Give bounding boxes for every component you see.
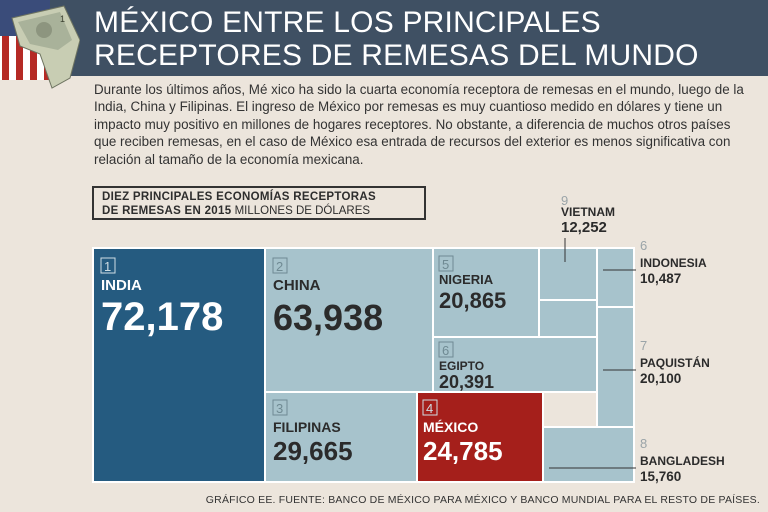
cell-egipto-rank-box	[438, 341, 454, 358]
cell-indonesia-value: 10,487	[640, 271, 681, 286]
cell-nigeria	[432, 247, 540, 338]
cell-china-value: 63,938	[273, 297, 383, 338]
cell-china-rank-box	[272, 257, 288, 274]
cell-filipinas-rank-box	[272, 399, 288, 416]
cell-bangladesh	[542, 426, 635, 483]
cell-vietnam-rank: 9	[561, 193, 568, 208]
cell-indonesia-label: INDONESIA	[640, 256, 707, 270]
cell-egipto-rank: 6	[442, 343, 449, 358]
flag-dollar-icon: 1	[0, 0, 80, 90]
cell-paquistan-label: PAQUISTÁN	[640, 355, 710, 370]
cell-filler	[538, 299, 598, 338]
title-line-1: MÉXICO ENTRE LOS PRINCIPALES	[94, 6, 601, 39]
cell-egipto-value: 20,391	[439, 372, 494, 392]
cell-bangladesh-rank: 8	[640, 436, 647, 451]
cell-nigeria-value: 20,865	[439, 288, 506, 313]
cell-paquistan-rank: 7	[640, 338, 647, 353]
source-note: GRÁFICO EE. FUENTE: BANCO DE MÉXICO PARA…	[205, 494, 760, 506]
cell-vietnam	[538, 247, 598, 301]
chart-subtitle: MILLONES DE DÓLARES	[234, 204, 371, 217]
cell-indonesia-rank: 6	[640, 238, 647, 253]
chart-title-line-1: DIEZ PRINCIPALES ECONOMÍAS RECEPTORAS	[102, 191, 376, 203]
cell-vietnam-label: VIETNAM	[561, 205, 615, 219]
cell-india-rank-box	[100, 257, 116, 274]
header-banner	[0, 0, 768, 76]
cell-china-label: CHINA	[273, 277, 321, 294]
cell-filipinas-label: FILIPINAS	[273, 419, 341, 435]
cell-nigeria-rank: 5	[442, 257, 449, 272]
cell-mexico-rank-box	[422, 399, 438, 416]
page-title: MÉXICO ENTRE LOS PRINCIPALES RECEPTORES …	[94, 6, 754, 72]
cell-bangladesh-label: BANGLADESH	[640, 454, 725, 468]
cell-egipto	[432, 336, 598, 393]
cell-bangladesh-value: 15,760	[640, 469, 681, 484]
cell-indonesia	[596, 247, 635, 308]
cell-china-rank: 2	[276, 259, 283, 274]
cell-filipinas-rank: 3	[276, 401, 283, 416]
cell-india-rank: 1	[104, 259, 111, 274]
cell-nigeria-label: NIGERIA	[439, 272, 494, 287]
cell-mexico-label: MÉXICO	[423, 419, 478, 435]
chart-title-line-2: DE REMESAS EN 2015	[102, 204, 232, 217]
cell-nigeria-rank-box	[438, 255, 454, 272]
cell-india-value: 72,178	[101, 295, 223, 339]
cell-mexico	[416, 391, 544, 483]
intro-paragraph: Durante los últimos años, Mé xico ha sid…	[94, 82, 744, 167]
cell-filipinas-value: 29,665	[273, 436, 353, 466]
cell-india-label: INDIA	[101, 277, 142, 294]
cell-paquistan	[596, 306, 635, 428]
cell-india	[92, 247, 266, 483]
cell-vietnam-value: 12,252	[561, 219, 607, 236]
chart-title-box: DIEZ PRINCIPALES ECONOMÍAS RECEPTORAS DE…	[92, 186, 426, 220]
cell-paquistan-value: 20,100	[640, 371, 681, 386]
cell-china	[264, 247, 434, 393]
cell-mexico-rank: 4	[426, 401, 433, 416]
cell-egipto-label: EGIPTO	[439, 359, 484, 373]
title-line-2: RECEPTORES DE REMESAS DEL MUNDO	[94, 39, 699, 72]
cell-mexico-value: 24,785	[423, 436, 503, 466]
svg-text:1: 1	[60, 14, 65, 24]
